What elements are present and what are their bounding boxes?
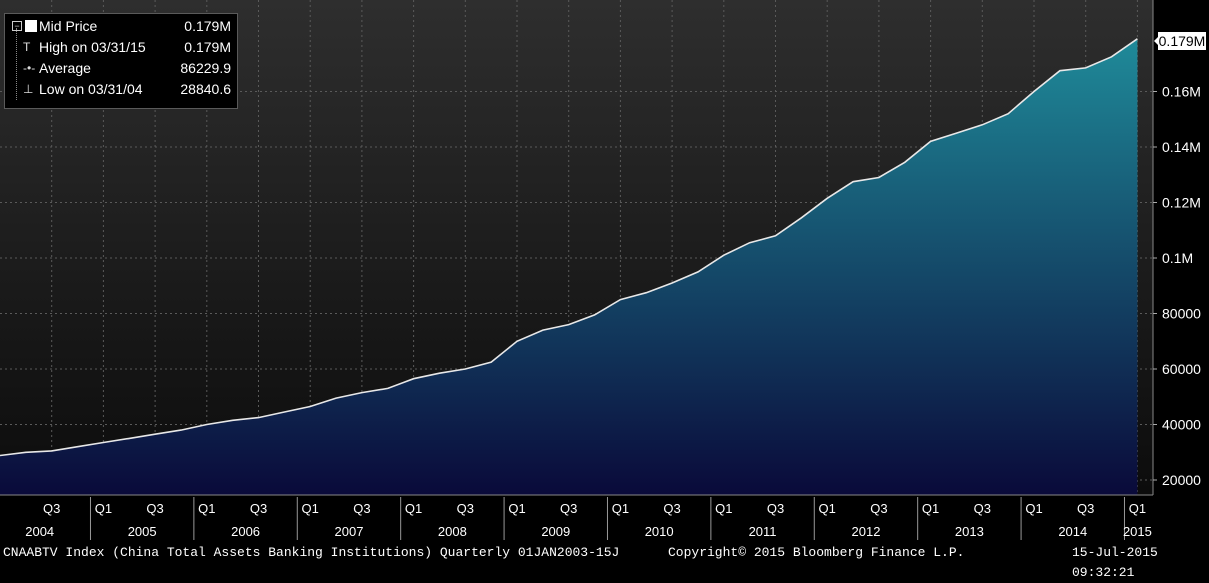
footer-copyright: Copyright© 2015 Bloomberg Finance L.P. bbox=[668, 545, 965, 560]
x-quarter-label: Q3 bbox=[1077, 501, 1094, 516]
legend-row-high: T High on 03/31/15 0.179M bbox=[5, 37, 237, 57]
y-tick-label: 0.16M bbox=[1162, 84, 1201, 100]
x-quarter-label: Q3 bbox=[353, 501, 370, 516]
legend-row-low: ⊥ Low on 03/31/04 28840.6 bbox=[5, 79, 237, 99]
x-year-label: 2015 bbox=[1123, 524, 1152, 539]
series-line bbox=[0, 38, 1138, 457]
high-marker-icon: T bbox=[23, 40, 31, 54]
y-tick-label: 40000 bbox=[1162, 417, 1201, 433]
x-quarter-label: Q3 bbox=[767, 501, 784, 516]
legend-label: High on 03/31/15 bbox=[39, 39, 146, 55]
x-quarter-label: Q1 bbox=[922, 501, 939, 516]
x-year-label: 2004 bbox=[25, 524, 54, 539]
legend-value: 28840.6 bbox=[180, 81, 231, 97]
legend-row-mid-price: − Mid Price 0.179M bbox=[5, 16, 237, 36]
collapse-icon[interactable]: − bbox=[12, 21, 22, 31]
x-quarter-label: Q3 bbox=[43, 501, 60, 516]
last-value-tag-text: 0.179M bbox=[1159, 33, 1206, 49]
legend-row-average: -•- Average 86229.9 bbox=[5, 58, 237, 78]
x-year-label: 2010 bbox=[645, 524, 674, 539]
x-quarter-label: Q1 bbox=[508, 501, 525, 516]
x-quarter-label: Q3 bbox=[870, 501, 887, 516]
x-year-label: 2006 bbox=[231, 524, 260, 539]
x-quarter-label: Q3 bbox=[146, 501, 163, 516]
legend-value: 86229.9 bbox=[180, 60, 231, 76]
legend-value: 0.179M bbox=[184, 18, 231, 34]
x-axis-ticks: Q3 Q1 Q3 Q1 Q3 Q1 Q3 Q1 Q3 Q1 Q3 Q1 Q3 Q1 Q3 Q1 Q3 Q1 Q3 Q1… bbox=[25, 497, 1152, 540]
legend-value: 0.179M bbox=[184, 39, 231, 55]
last-value-tag: 0.179M bbox=[1154, 32, 1206, 50]
x-year-label: 2008 bbox=[438, 524, 467, 539]
footer-timestamp: 15-Jul-2015 09:32:21 bbox=[1072, 545, 1158, 580]
x-year-label: 2014 bbox=[1058, 524, 1087, 539]
legend-label: Low on 03/31/04 bbox=[39, 81, 143, 97]
x-quarter-label: Q3 bbox=[560, 501, 577, 516]
y-tick-label: 20000 bbox=[1162, 472, 1201, 488]
last-value-tag-pointer bbox=[1154, 36, 1159, 46]
x-quarter-label: Q1 bbox=[302, 501, 319, 516]
x-quarter-label: Q1 bbox=[612, 501, 629, 516]
x-quarter-label: Q1 bbox=[95, 501, 112, 516]
x-quarter-label: Q3 bbox=[974, 501, 991, 516]
average-marker-icon: -•- bbox=[23, 61, 36, 75]
x-quarter-label: Q3 bbox=[457, 501, 474, 516]
footer-description: CNAABTV Index (China Total Assets Bankin… bbox=[3, 545, 620, 560]
x-year-label: 2009 bbox=[541, 524, 570, 539]
x-quarter-label: Q1 bbox=[1129, 501, 1146, 516]
y-tick-label: 80000 bbox=[1162, 306, 1201, 322]
x-year-label: 2012 bbox=[852, 524, 881, 539]
x-quarter-label: Q1 bbox=[1025, 501, 1042, 516]
x-year-label: 2011 bbox=[749, 524, 777, 539]
x-quarter-label: Q1 bbox=[819, 501, 836, 516]
x-quarter-label: Q3 bbox=[250, 501, 267, 516]
series-swatch bbox=[25, 20, 37, 32]
y-tick-label: 0.1M bbox=[1162, 250, 1193, 266]
low-marker-icon: ⊥ bbox=[23, 82, 34, 96]
legend-tree-line bbox=[16, 28, 17, 100]
y-tick-label: 0.14M bbox=[1162, 139, 1201, 155]
x-year-label: 2005 bbox=[128, 524, 157, 539]
x-quarter-label: Q1 bbox=[715, 501, 732, 516]
legend-label: Average bbox=[39, 60, 91, 76]
x-year-label: 2007 bbox=[335, 524, 364, 539]
y-tick-label: 60000 bbox=[1162, 361, 1201, 377]
y-tick-label: 0.12M bbox=[1162, 195, 1201, 211]
legend-label: Mid Price bbox=[39, 18, 98, 34]
x-quarter-label: Q3 bbox=[663, 501, 680, 516]
x-quarter-label: Q1 bbox=[198, 501, 215, 516]
x-quarter-label: Q1 bbox=[405, 501, 422, 516]
last-value-tag-box bbox=[1158, 32, 1206, 50]
legend: − Mid Price 0.179M T High on 03/31/15 0.… bbox=[4, 13, 238, 109]
area-fill bbox=[0, 38, 1138, 496]
y-axis-ticks: 20000 40000 60000 80000 0.1M 0.12M 0.14M 0.16M bbox=[1153, 84, 1201, 488]
x-year-label: 2013 bbox=[955, 524, 984, 539]
